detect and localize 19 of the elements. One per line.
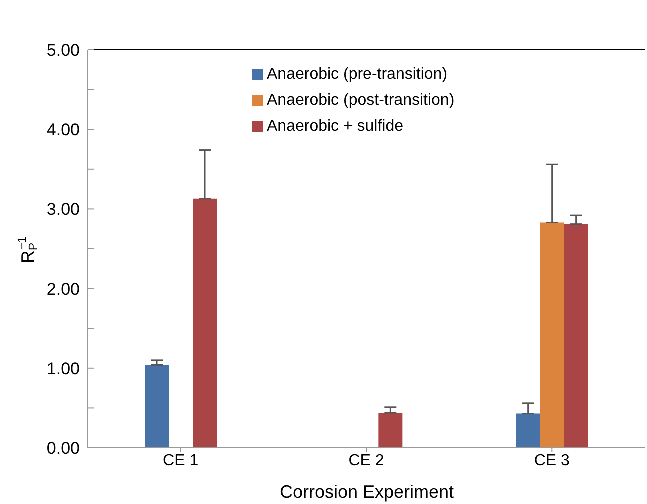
y-tick-label: 0.00 (46, 439, 80, 458)
y-tick-label: 2.00 (46, 280, 80, 299)
legend-label: Anaerobic (pre-transition) (267, 66, 448, 83)
legend-label: Anaerobic (post-transition) (267, 92, 455, 109)
bar (193, 198, 217, 448)
bar (516, 414, 540, 448)
x-tick-label: CE 2 (348, 452, 384, 470)
y-tick-label: 4.00 (46, 120, 80, 140)
bar (540, 222, 564, 448)
x-axis-title: Corrosion Experiment (280, 482, 454, 502)
y-tick-label: 1.00 (46, 359, 80, 378)
y-tick-label: 5.00 (46, 41, 80, 60)
x-tick-label: CE 1 (163, 452, 199, 470)
bar (564, 224, 588, 448)
legend-label: Anaerobic + sulfide (267, 118, 404, 135)
bar (378, 412, 403, 448)
y-tick-label: 3.00 (46, 200, 80, 220)
bar (145, 365, 169, 448)
x-tick-label: CE 3 (534, 452, 570, 470)
